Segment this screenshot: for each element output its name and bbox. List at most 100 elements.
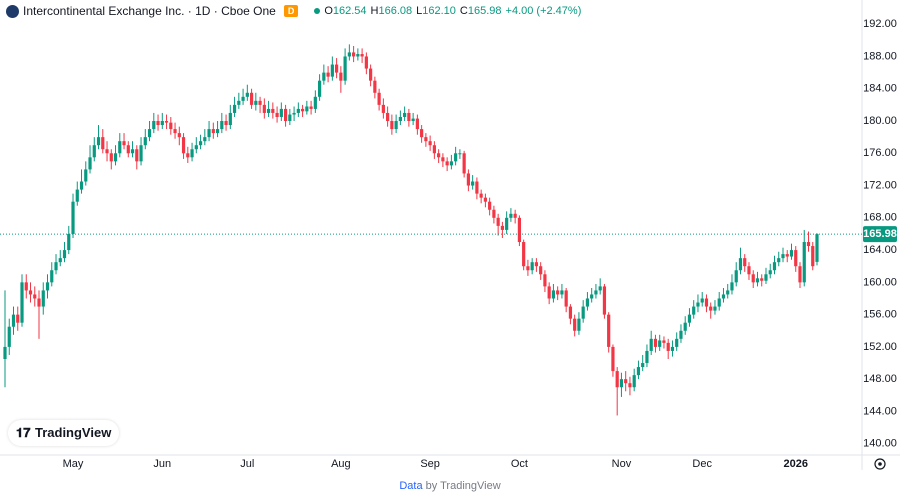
candle-body [288,114,292,122]
ohlc: O 162.54 H 166.08 L 162.10 C 165.98 [320,5,501,17]
candle-body [254,100,258,105]
footer-by: by TradingView [425,480,501,492]
x-tick-label: Sep [420,458,440,470]
candle-body [636,367,641,376]
candle-body [143,137,147,146]
candle-body [271,108,275,113]
candle-body [109,153,113,162]
y-tick-label: 168.00 [863,212,897,224]
candle-body [475,181,479,194]
candle-body [62,250,67,259]
candle-body [492,209,496,218]
candle-body [135,149,139,162]
candle-body [658,340,662,347]
y-tick-label: 152.00 [863,341,897,353]
candle-body [751,274,755,283]
candle-body [339,72,343,81]
candle-body [139,145,143,162]
candle-body [283,108,288,122]
candle-body [670,346,675,351]
footer-source[interactable]: Data [399,480,423,492]
candle-body [488,201,492,210]
candle-body [67,233,71,251]
y-tick-label: 180.00 [863,115,897,127]
settings-icon[interactable] [874,458,886,470]
candle-body [798,266,802,283]
ohlc-key: L [416,5,423,17]
candle-body [322,72,326,81]
ohlc-value: 166.08 [378,5,413,17]
candle-body [403,112,407,117]
candle-body [360,54,364,57]
badge: D [283,5,299,17]
candle-body [20,282,24,323]
ohlc-key: O [324,5,333,17]
candle-body [585,298,590,307]
candle-body [411,118,415,122]
y-tick-label: 184.00 [863,83,897,95]
candle-body [415,118,419,130]
candle-body [628,383,632,388]
logo[interactable]: 𝟏𝟕 TradingView [8,420,120,446]
candle-body [781,254,785,259]
candle-body [802,242,806,283]
ohlc-value: 162.10 [422,5,456,17]
candle-body [41,290,45,307]
candle-body [479,193,483,198]
candle-body [130,149,135,154]
x-tick-label: Jul [240,458,254,470]
candle-body [530,262,534,271]
y-tick-label: 176.00 [863,147,897,159]
candle-body [249,92,254,105]
candle-body [789,250,794,257]
y-tick-label: 156.00 [863,309,897,321]
candle-body [794,250,798,267]
candle-body [420,129,424,138]
candle-body [181,137,186,154]
candle-body [526,266,530,271]
candle-body [615,371,619,388]
candle-body [33,294,37,299]
candle-body [594,290,598,295]
candle-body [721,294,726,299]
candle-body [113,153,118,162]
candle-body [71,201,75,234]
candle-body [611,346,615,372]
y-tick-label: 164.00 [863,244,897,256]
candle-body [228,112,232,126]
candle-body [645,350,649,364]
candle-body [619,379,624,388]
candle-body [309,106,313,109]
candle-body [275,112,279,117]
x-tick-label: 2026 [784,458,808,470]
candle-body [373,80,377,93]
candle-body [653,338,658,347]
candle-body [543,274,547,287]
candle-body [105,149,109,154]
candle-body [734,270,738,283]
candle-body [424,137,428,142]
candle-body [92,145,96,158]
candle-body [738,258,743,271]
candle-body [496,217,500,226]
candle-body [534,262,539,267]
candle-body [45,282,50,291]
candle-body [428,141,432,146]
candle-body [241,96,245,101]
candle-body [556,290,560,295]
candle-body [292,112,296,115]
candle-body [692,306,696,315]
candle-body [666,342,670,351]
candle-body [755,278,760,283]
candle-body [28,290,33,295]
candle-body [207,129,211,138]
candle-body [811,246,815,267]
candle-body [675,338,679,347]
candle-body [577,318,581,331]
candle-body [343,56,347,81]
candle-body [37,298,41,307]
candle-body [352,52,356,57]
candle-body [513,213,517,218]
candle-body [730,282,734,291]
